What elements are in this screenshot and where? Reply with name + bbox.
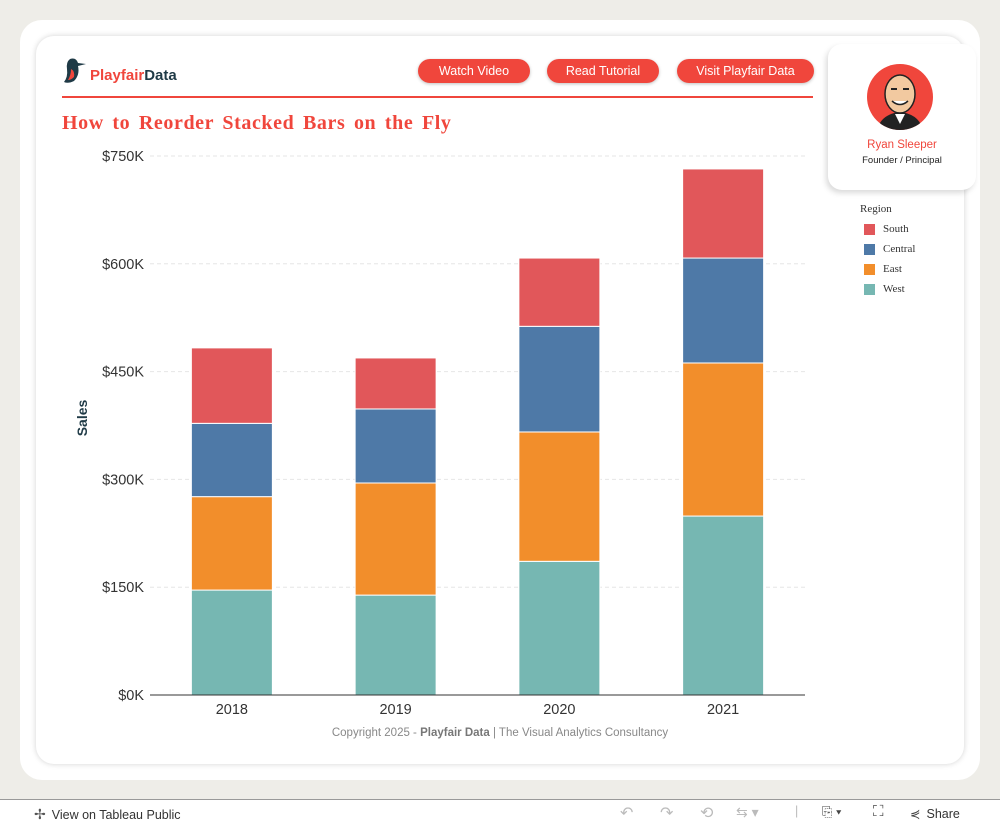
profile-name: Ryan Sleeper: [867, 139, 937, 151]
share-icon: ⋞: [910, 807, 921, 821]
bar-segment-central-2018[interactable]: [190, 422, 273, 498]
view-on-tableau-public-link[interactable]: ✢ View on Tableau Public: [34, 806, 181, 823]
bar-segment-central-2019[interactable]: [354, 408, 437, 484]
y-tick-label: $300K: [102, 472, 144, 488]
bar-segment-central-2021[interactable]: [682, 257, 765, 364]
download-icon[interactable]: ⎘ ▾: [822, 804, 842, 819]
legend-item-east[interactable]: East: [860, 259, 915, 279]
dashboard-panel: [36, 36, 964, 764]
y-tick-label: $450K: [102, 365, 144, 381]
read-tutorial-button[interactable]: Read Tutorial: [547, 59, 659, 83]
legend-swatch: [864, 223, 875, 235]
view-label: View on Tableau Public: [51, 807, 181, 822]
fullscreen-icon[interactable]: ⛶: [873, 803, 884, 820]
undo-icon[interactable]: ↶: [620, 805, 634, 822]
y-tick-label: $600K: [102, 257, 144, 273]
bar-segment-east-2019[interactable]: [354, 482, 437, 596]
share-label: Share: [926, 806, 960, 821]
bar-segment-west-2019[interactable]: [354, 594, 437, 696]
bar-segment-south-2021[interactable]: [682, 168, 765, 259]
x-tick-label: 2019: [379, 702, 411, 718]
footer-brand[interactable]: Playfair Data: [420, 727, 490, 739]
logo-text: PlayfairData: [90, 66, 177, 84]
legend-label: South: [883, 223, 909, 235]
bar-segment-south-2019[interactable]: [354, 357, 437, 410]
avatar: [867, 64, 933, 130]
x-tick-label: 2018: [216, 702, 248, 718]
watch-video-button[interactable]: Watch Video: [418, 59, 530, 83]
legend-item-west[interactable]: West: [860, 279, 915, 299]
copyright-footer: Copyright 2025 - Playfair Data | The Vis…: [331, 727, 669, 739]
x-tick-label: 2021: [707, 702, 739, 718]
legend-swatch: [864, 243, 875, 255]
visit-playfair-data-button[interactable]: Visit Playfair Data: [677, 59, 814, 83]
legend-label: West: [883, 283, 905, 295]
y-tick-label: $0K: [118, 688, 144, 704]
bar-segment-south-2020[interactable]: [518, 257, 601, 327]
redo-icon[interactable]: ↷: [660, 805, 674, 822]
tableau-icon: ✢: [34, 806, 46, 822]
bar-segment-east-2018[interactable]: [190, 496, 273, 591]
legend-label: Central: [883, 243, 916, 255]
bar-segment-west-2021[interactable]: [682, 515, 765, 696]
chart-title: How to Reorder Stacked Bars on the Fly: [62, 112, 452, 134]
profile-card[interactable]: Ryan Sleeper Founder / Principal: [828, 44, 976, 190]
legend-swatch: [864, 283, 875, 295]
tableau-toolbar: ✢ View on Tableau Public ↶ ↷ ⟲ ⇆ ▾ | ⎘ ▾…: [0, 799, 1000, 828]
bar-segment-west-2018[interactable]: [190, 589, 273, 696]
legend-item-central[interactable]: Central: [860, 239, 915, 259]
bar-segment-central-2020[interactable]: [518, 325, 601, 433]
bar-segment-east-2021[interactable]: [682, 362, 765, 517]
playfair-data-logo[interactable]: PlayfairData: [62, 55, 177, 85]
y-axis-label: Sales: [74, 399, 90, 436]
x-tick-label: 2020: [543, 702, 575, 718]
y-tick-label: $150K: [102, 580, 144, 596]
legend-item-south[interactable]: South: [860, 219, 915, 239]
refresh-icon[interactable]: ⇆ ▾: [736, 804, 759, 820]
share-button[interactable]: ⋞ Share: [910, 806, 960, 822]
bar-segment-east-2020[interactable]: [518, 431, 601, 562]
header-divider: [62, 96, 813, 98]
legend: Region South Central East West: [860, 203, 915, 299]
bar-segment-south-2018[interactable]: [190, 347, 273, 424]
revert-icon[interactable]: ⟲: [700, 805, 714, 822]
y-tick-label: $750K: [102, 149, 144, 165]
profile-role: Founder / Principal: [862, 155, 942, 166]
legend-swatch: [864, 263, 875, 275]
toolbar-divider: |: [795, 804, 799, 818]
kingfisher-icon: [64, 58, 86, 83]
legend-label: East: [883, 263, 902, 275]
bar-segment-west-2020[interactable]: [518, 560, 601, 696]
legend-title: Region: [860, 203, 892, 215]
